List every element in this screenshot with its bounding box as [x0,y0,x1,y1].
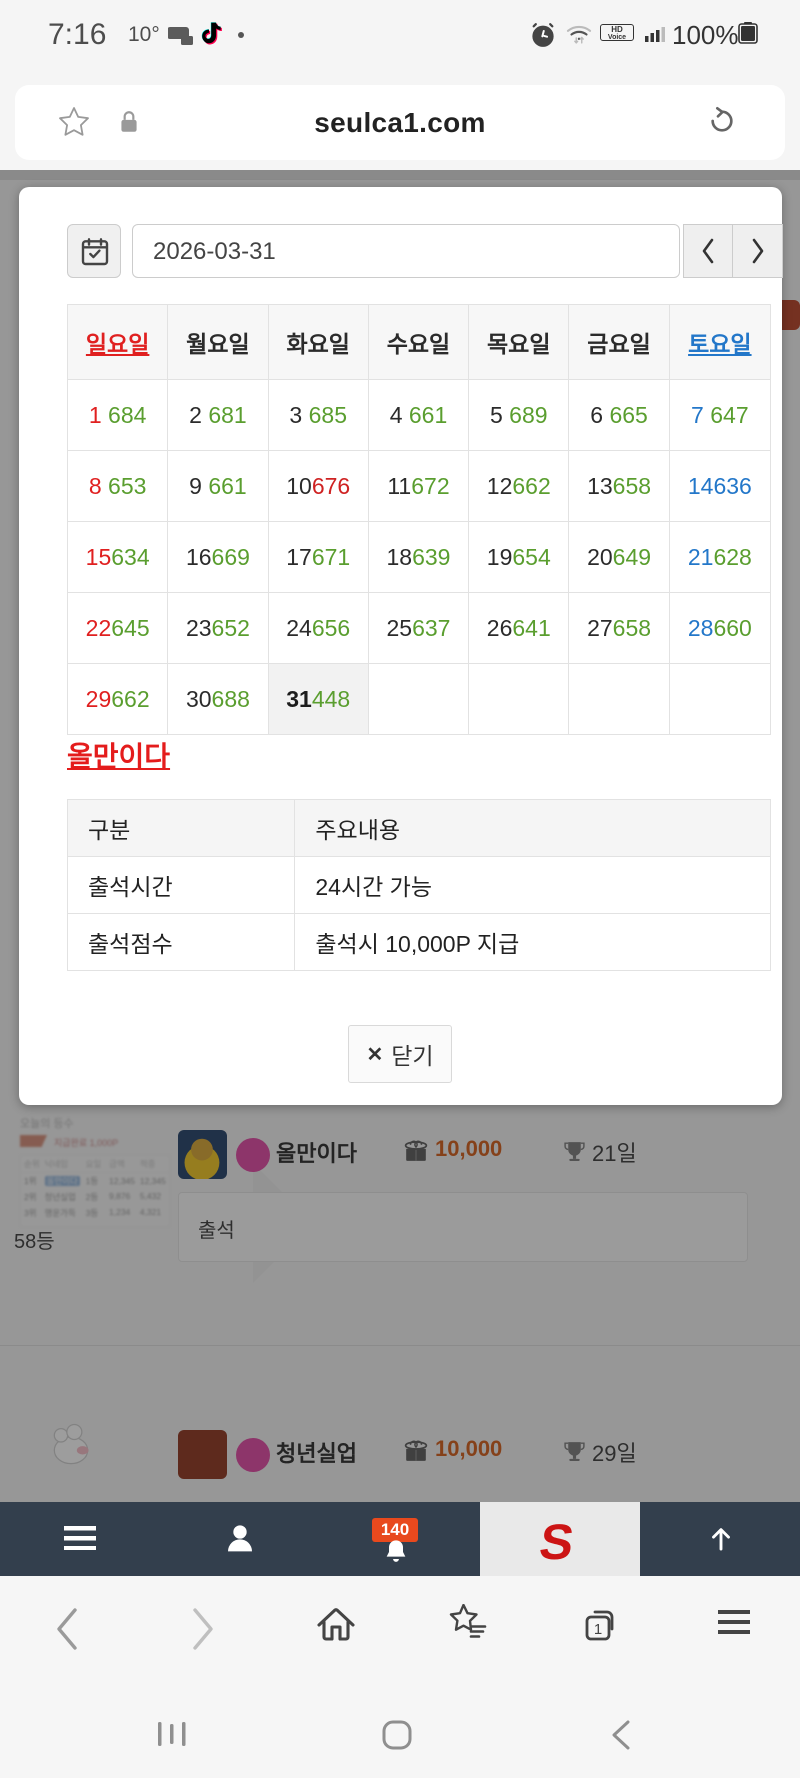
svg-text:1: 1 [594,1621,602,1638]
